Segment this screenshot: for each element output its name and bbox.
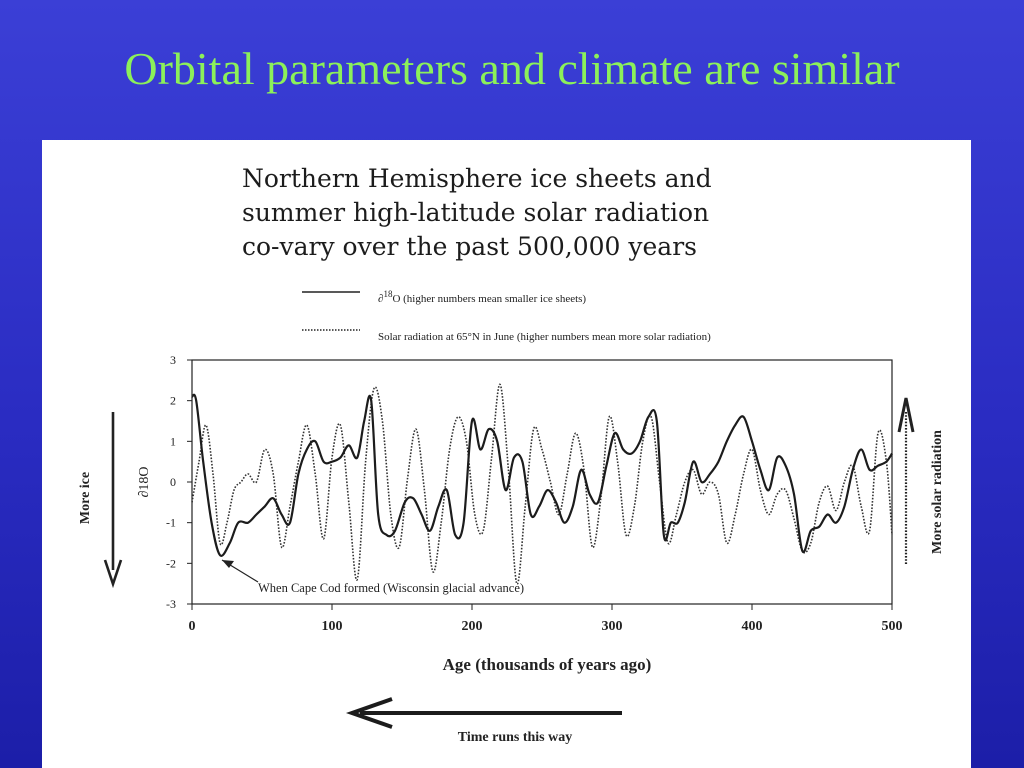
y-tick-label: -2 [166, 556, 176, 570]
more-solar-label: More solar radiation [930, 430, 945, 554]
chart-svg: ∂18O (higher numbers mean smaller ice sh… [78, 289, 945, 745]
x-tick-label: 100 [322, 619, 343, 634]
series-solar-radiation-line [191, 383, 893, 585]
x-axis-ticks: 0 100 200 300 400 500 [189, 604, 903, 634]
y-tick-label: 0 [170, 475, 176, 489]
figure-panel: Northern Hemisphere ice sheets and summe… [42, 140, 971, 768]
series-d18o-line [190, 393, 893, 557]
down-arrow-icon [103, 559, 123, 589]
y-axis-ticks: 3 2 1 0 -1 -2 -3 [166, 353, 192, 611]
legend-dotted-label: Solar radiation at 65°N in June (higher … [378, 331, 711, 343]
left-arrow-icon [345, 697, 393, 729]
y-tick-label: 1 [170, 434, 176, 448]
time-arrow-label: Time runs this way [458, 730, 572, 745]
up-arrow-icon [897, 397, 915, 433]
figure-title-line-2: summer high-latitude solar radiation [242, 198, 710, 227]
y-tick-label: -1 [166, 516, 176, 530]
legend: ∂18O (higher numbers mean smaller ice sh… [302, 289, 711, 343]
x-tick-label: 0 [189, 619, 196, 634]
y-tick-label: 2 [170, 394, 176, 408]
annotation-arrowhead [222, 560, 234, 568]
cape-cod-annotation: When Cape Cod formed (Wisconsin glacial … [221, 559, 524, 595]
more-ice-label: More ice [78, 472, 93, 524]
y-axis-label: ∂18O [137, 466, 152, 497]
x-tick-label: 200 [462, 619, 483, 634]
slide-title: Orbital parameters and climate are simil… [124, 43, 900, 94]
y-tick-label: 3 [170, 353, 176, 367]
more-solar-indicator: More solar radiation [897, 397, 945, 564]
annotation-text: When Cape Cod formed (Wisconsin glacial … [258, 581, 524, 595]
x-tick-label: 500 [882, 619, 903, 634]
x-tick-label: 300 [602, 619, 623, 634]
x-axis-label: Age (thousands of years ago) [443, 655, 652, 674]
x-tick-label: 400 [742, 619, 763, 634]
time-direction-indicator: Time runs this way [345, 697, 622, 745]
figure-title: Northern Hemisphere ice sheets and summe… [242, 162, 762, 264]
more-ice-indicator: More ice [78, 412, 123, 589]
figure-title-line-1: Northern Hemisphere ice sheets and [242, 164, 712, 193]
figure-title-line-3: co-vary over the past 500,000 years [242, 232, 697, 261]
y-tick-label: -3 [166, 597, 176, 611]
legend-solid-label: ∂18O (higher numbers mean smaller ice sh… [378, 289, 586, 305]
